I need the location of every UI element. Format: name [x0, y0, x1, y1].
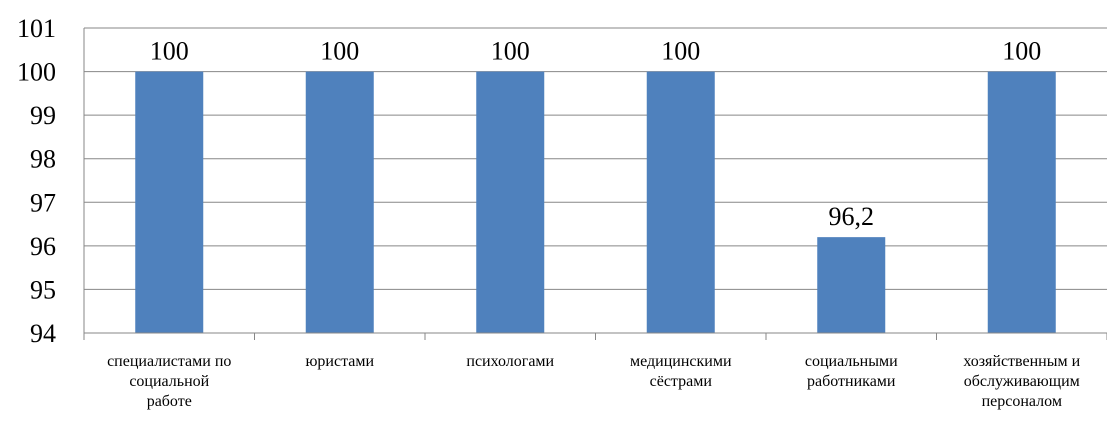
x-tick-label: обслуживающим — [964, 373, 1080, 390]
y-tick-label: 100 — [17, 58, 56, 87]
x-tick-label: хозяйственным и — [963, 353, 1080, 370]
x-tick-label: сёстрами — [650, 373, 713, 390]
bar — [646, 71, 715, 334]
data-label: 100 — [661, 37, 700, 66]
y-tick-label: 101 — [17, 14, 56, 43]
y-tick-label: 99 — [30, 101, 56, 130]
y-tick-label: 98 — [30, 145, 56, 174]
x-tick-label: работе — [147, 393, 192, 410]
data-label: 96,2 — [829, 202, 875, 231]
x-tick-label: специалистами по — [107, 353, 231, 370]
x-tick-label: социальными — [805, 353, 898, 370]
x-tick-label: юристами — [305, 353, 374, 370]
y-tick-label: 97 — [30, 188, 56, 217]
data-label: 100 — [491, 37, 530, 66]
x-tick-label: персоналом — [982, 393, 1062, 410]
x-tick-label: социальной — [129, 373, 209, 390]
x-tick-label: медицинскими — [630, 353, 732, 370]
x-tick-label: психологами — [466, 353, 554, 370]
bar — [476, 71, 545, 334]
bar — [135, 71, 204, 334]
y-tick-label: 96 — [30, 232, 56, 261]
y-tick-label: 95 — [30, 275, 56, 304]
bar — [305, 71, 374, 334]
data-label: 100 — [1002, 37, 1041, 66]
bar — [987, 71, 1056, 334]
bar — [817, 237, 886, 333]
x-tick-label: работниками — [807, 373, 896, 390]
data-label: 100 — [320, 37, 359, 66]
data-label: 100 — [150, 37, 189, 66]
y-tick-label: 94 — [30, 319, 56, 348]
